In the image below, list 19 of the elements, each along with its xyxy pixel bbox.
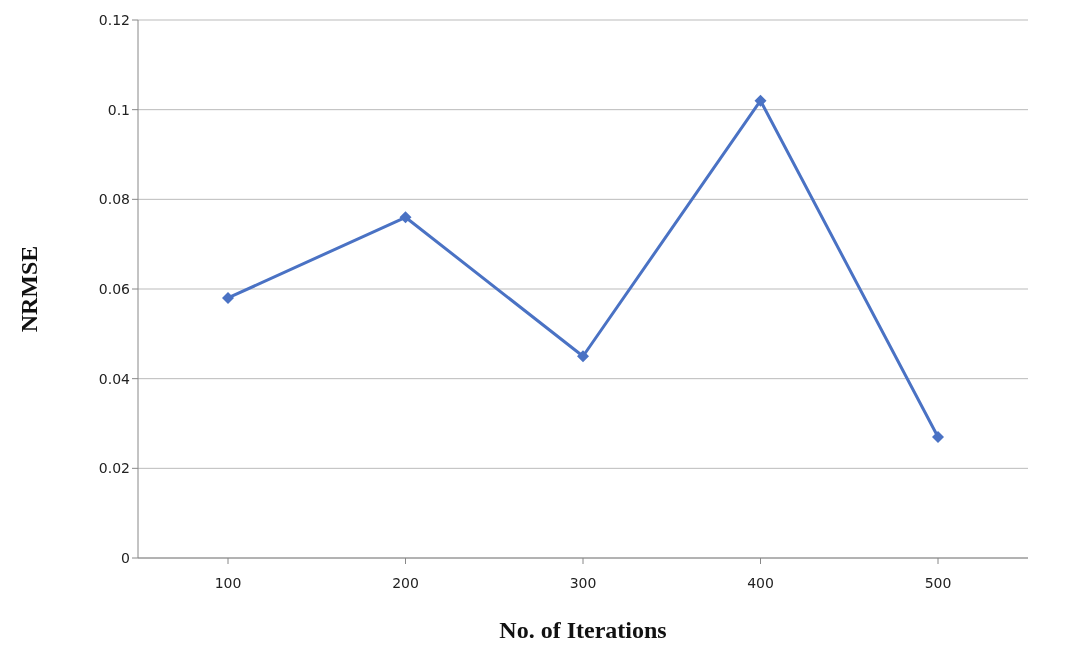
x-tick-label: 200 xyxy=(392,574,419,591)
point xyxy=(399,211,412,224)
y-tick-label: 0 xyxy=(121,549,130,566)
x-tick-label: 400 xyxy=(747,574,774,591)
y-tick-label: 0.1 xyxy=(107,101,130,118)
point xyxy=(754,94,767,107)
y-tick-label: 0.04 xyxy=(98,370,131,387)
y-tick-label: 0.08 xyxy=(98,191,130,208)
point xyxy=(222,291,234,304)
x-axis-title: No. of Iterations xyxy=(499,617,667,643)
x-tick-label: 300 xyxy=(569,574,597,591)
x-tick-label: 100 xyxy=(214,574,242,591)
y-axis-title: NRMSE xyxy=(15,245,42,333)
x-tick-label: 500 xyxy=(924,574,952,591)
point xyxy=(932,430,944,443)
y-tick-label: 0.02 xyxy=(98,460,130,477)
point xyxy=(577,350,589,363)
y-tick-label: 0.06 xyxy=(98,280,131,297)
y-tick-label: 0.12 xyxy=(98,11,130,28)
